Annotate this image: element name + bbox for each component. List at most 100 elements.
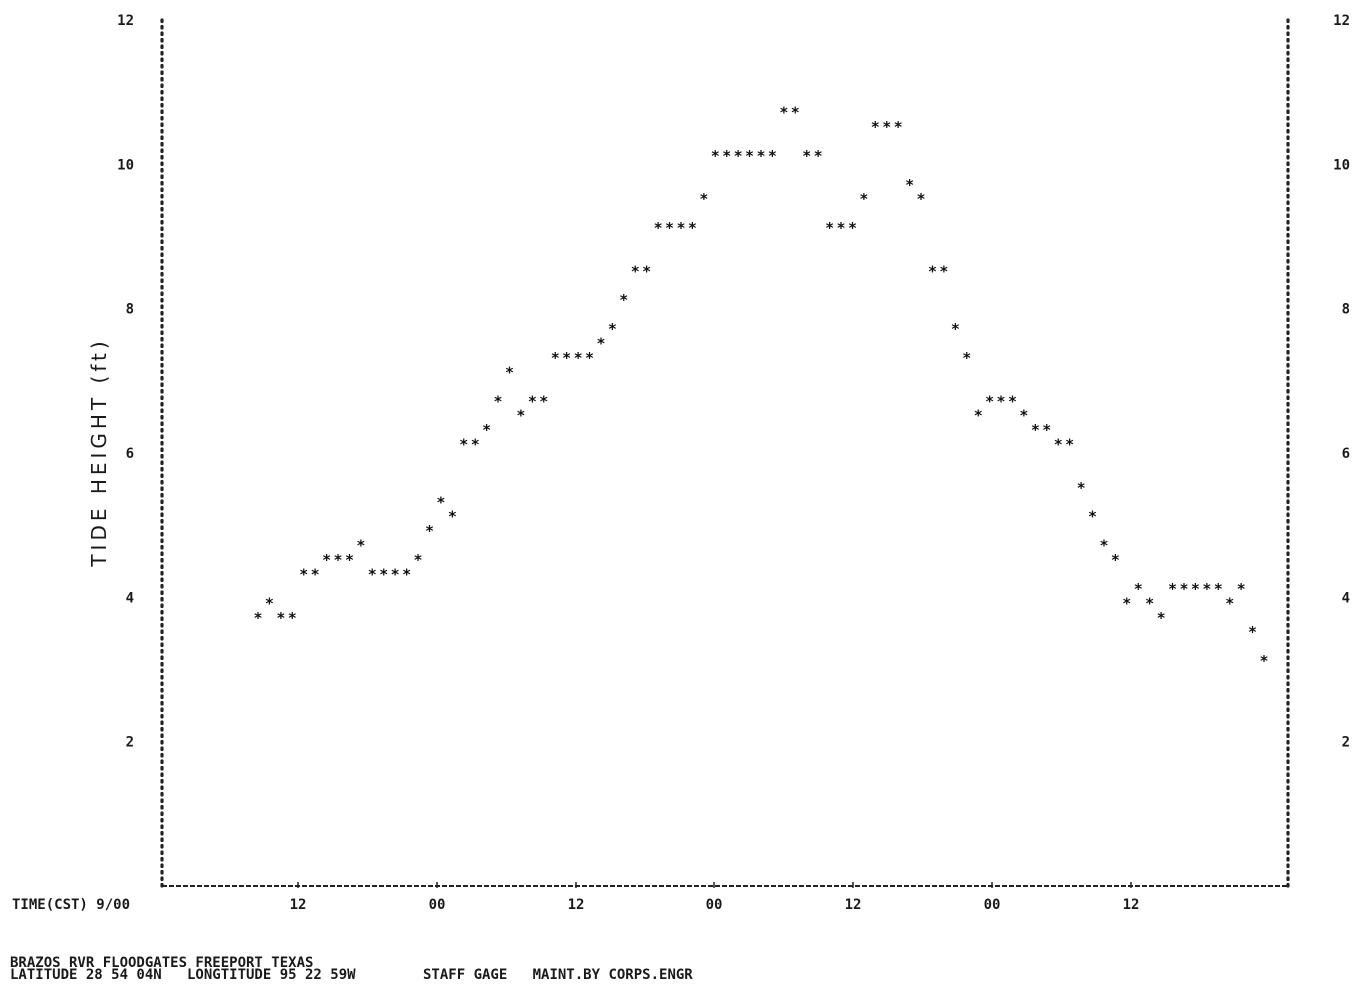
data-point: * [905, 176, 914, 194]
y-tick-label-right: 2 [1342, 735, 1350, 751]
data-point: * [448, 508, 457, 526]
data-point: * [1259, 652, 1268, 670]
data-point: * [859, 190, 868, 208]
y-tick-label-right: 12 [1333, 13, 1350, 29]
x-tick-label: 00 [706, 897, 723, 913]
data-point: * [459, 436, 468, 454]
data-point: * [414, 551, 423, 569]
data-point: * [1134, 580, 1143, 598]
x-tick-label: 12 [845, 897, 862, 913]
data-point: * [1145, 594, 1154, 612]
data-point: * [1031, 421, 1040, 439]
data-point: * [962, 349, 971, 367]
data-point: * [311, 565, 320, 583]
y-tick-label-left: 10 [117, 157, 134, 173]
data-point: * [539, 392, 548, 410]
x-tick-label: 00 [984, 897, 1001, 913]
plot-frame [160, 18, 1290, 888]
data-point: * [551, 349, 560, 367]
data-point: * [768, 147, 777, 165]
data-point: * [734, 147, 743, 165]
data-point: * [1237, 580, 1246, 598]
data-point: * [1042, 421, 1051, 439]
data-point: * [1111, 551, 1120, 569]
data-point: * [756, 147, 765, 165]
data-point: * [585, 349, 594, 367]
data-point: * [676, 219, 685, 237]
data-point: * [436, 493, 445, 511]
data-point: * [334, 551, 343, 569]
data-point: * [951, 320, 960, 338]
data-series: *** ** ** * *** * * ****** ****** ** * * ***** ** * * **… [253, 104, 1268, 670]
data-point: * [791, 104, 800, 122]
x-tick-label: 12 [1123, 897, 1140, 913]
data-point: * [1019, 407, 1028, 425]
data-point: * [631, 262, 640, 280]
data-point: * [779, 104, 788, 122]
data-point: * [974, 407, 983, 425]
data-point: * [322, 551, 331, 569]
data-point: * [482, 421, 491, 439]
data-point: * [379, 565, 388, 583]
station-name: BRAZOS RVR FLOODGATES FREEPORT TEXAS [10, 955, 314, 971]
data-point: * [871, 118, 880, 136]
y-axis-right: 2 4 6 8 10 12 [1333, 13, 1350, 751]
data-point: * [894, 118, 903, 136]
data-point: * [1248, 623, 1257, 641]
data-point: * [1191, 580, 1200, 598]
y-axis-label: TIDE HEIGHT (ft) [87, 337, 111, 567]
x-axis: 12 00 12 00 12 00 12 [290, 882, 1140, 913]
data-point: * [391, 565, 400, 583]
data-point: * [505, 363, 514, 381]
data-point: * [837, 219, 846, 237]
data-point: * [722, 147, 731, 165]
data-point: * [654, 219, 663, 237]
data-point: * [368, 565, 377, 583]
data-point: * [882, 118, 891, 136]
data-point: * [917, 190, 926, 208]
data-point: * [1202, 580, 1211, 598]
data-point: * [814, 147, 823, 165]
data-point: * [939, 262, 948, 280]
data-point: * [642, 262, 651, 280]
data-point: * [299, 565, 308, 583]
data-point: * [345, 551, 354, 569]
y-tick-label-left: 4 [126, 590, 134, 606]
data-point: * [1225, 594, 1234, 612]
data-point: * [402, 565, 411, 583]
data-point: * [1214, 580, 1223, 598]
data-point: * [288, 609, 297, 627]
data-point: * [1065, 436, 1074, 454]
data-point: * [1008, 392, 1017, 410]
y-axis-left: 2 4 6 8 10 12 [117, 13, 134, 751]
data-point: * [848, 219, 857, 237]
data-point: * [562, 349, 571, 367]
data-point: * [619, 291, 628, 309]
data-point: * [928, 262, 937, 280]
x-tick-label: 12 [290, 897, 307, 913]
data-point: * [665, 219, 674, 237]
data-point: * [1054, 436, 1063, 454]
data-point: * [802, 147, 811, 165]
data-point: * [1088, 508, 1097, 526]
data-point: * [1168, 580, 1177, 598]
data-point: * [516, 407, 525, 425]
data-point: * [356, 537, 365, 555]
data-point: * [699, 190, 708, 208]
y-tick-label-left: 12 [117, 13, 134, 29]
data-point: * [425, 522, 434, 540]
data-point: * [1077, 479, 1086, 497]
data-point: * [745, 147, 754, 165]
station-location: LATITUDE 28 54 04N LONGTITUDE 95 22 59W … [10, 967, 693, 983]
y-tick-label-right: 4 [1342, 590, 1350, 606]
y-tick-label-left: 8 [126, 302, 134, 318]
data-point: * [711, 147, 720, 165]
data-point: * [997, 392, 1006, 410]
data-point: * [1157, 609, 1166, 627]
data-point: * [608, 320, 617, 338]
data-point: * [1099, 537, 1108, 555]
data-point: * [825, 219, 834, 237]
x-tick-label: 00 [429, 897, 446, 913]
data-point: * [574, 349, 583, 367]
